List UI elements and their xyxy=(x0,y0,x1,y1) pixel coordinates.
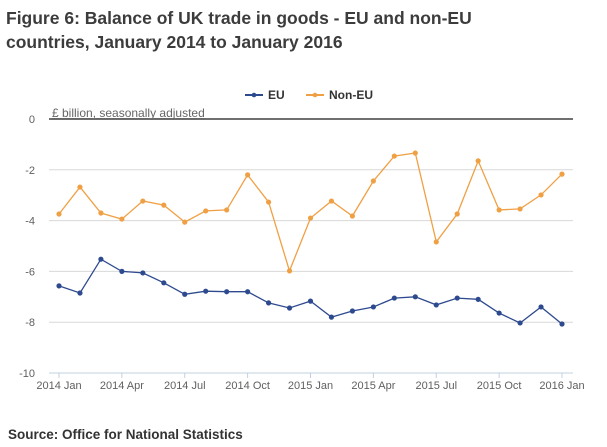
legend-eu-label: EU xyxy=(268,88,285,102)
data-point-eu[interactable] xyxy=(140,270,146,276)
x-tick-label: 2015 Apr xyxy=(351,380,395,392)
series-line-non-eu xyxy=(58,152,563,273)
legend-non-eu-marker-icon xyxy=(312,92,318,98)
data-point-eu[interactable] xyxy=(454,295,460,301)
data-point-eu[interactable] xyxy=(77,290,83,296)
y-axis-unit-label: £ billion, seasonally adjusted xyxy=(52,106,205,120)
chart-title: Figure 6: Balance of UK trade in goods -… xyxy=(6,6,566,54)
data-point-eu[interactable] xyxy=(538,304,544,310)
data-point-eu[interactable] xyxy=(391,295,397,301)
data-point-eu[interactable] xyxy=(119,268,125,274)
data-point-eu[interactable] xyxy=(559,321,565,327)
data-point-non-eu[interactable] xyxy=(182,219,188,225)
data-point-eu[interactable] xyxy=(517,320,523,326)
x-axis: 2014 Jan 2014 Apr 2014 Jul 2014 Oct 2015 Jan… xyxy=(36,372,585,392)
data-point-non-eu[interactable] xyxy=(265,199,272,205)
y-tick-label: -10 xyxy=(19,368,35,380)
line-chart: 0-2-4-6-8-10 2014 Jan 2014 Apr 2014 Jul 201… xyxy=(19,88,585,392)
x-tick-label: 2016 Jan xyxy=(539,380,584,392)
data-point-non-eu[interactable] xyxy=(349,213,356,219)
data-point-eu[interactable] xyxy=(412,294,418,300)
data-point-eu[interactable] xyxy=(370,304,376,310)
data-point-non-eu[interactable] xyxy=(328,198,335,204)
data-point-non-eu[interactable] xyxy=(203,208,209,214)
data-point-eu[interactable] xyxy=(203,288,209,294)
data-point-non-eu[interactable] xyxy=(454,211,460,217)
data-point-non-eu[interactable] xyxy=(559,171,565,177)
data-point-eu[interactable] xyxy=(182,291,188,297)
data-point-non-eu[interactable] xyxy=(433,239,439,245)
chart-title-line-1: Figure 6: Balance of UK trade in goods -… xyxy=(6,8,472,28)
data-point-eu[interactable] xyxy=(286,305,293,311)
data-point-non-eu[interactable] xyxy=(412,150,418,156)
data-point-eu[interactable] xyxy=(433,302,439,308)
data-point-eu[interactable] xyxy=(349,308,356,314)
data-point-eu[interactable] xyxy=(496,310,502,316)
data-point-non-eu[interactable] xyxy=(98,210,104,216)
series-line-eu xyxy=(58,258,563,325)
x-tick-label: 2014 Jul xyxy=(164,380,206,392)
legend: EU Non-EU xyxy=(245,88,373,102)
data-point-non-eu[interactable] xyxy=(538,192,544,198)
data-point-non-eu[interactable] xyxy=(496,207,502,213)
y-tick-label: -8 xyxy=(25,317,35,329)
data-point-eu[interactable] xyxy=(307,298,314,304)
data-point-non-eu[interactable] xyxy=(77,184,83,190)
data-point-eu[interactable] xyxy=(265,300,272,306)
x-tick-label: 2014 Oct xyxy=(225,380,270,392)
y-tick-label: 0 xyxy=(29,114,35,126)
data-point-non-eu[interactable] xyxy=(119,216,125,222)
legend-non-eu-label: Non-EU xyxy=(329,88,373,102)
data-point-non-eu[interactable] xyxy=(391,153,397,159)
data-point-non-eu[interactable] xyxy=(370,178,376,184)
legend-item-eu[interactable]: EU xyxy=(245,88,285,102)
x-tick-label: 2015 Jul xyxy=(415,380,457,392)
data-point-eu[interactable] xyxy=(161,280,167,286)
data-point-non-eu[interactable] xyxy=(307,215,314,221)
chart-title-line-2: countries, January 2014 to January 2016 xyxy=(6,32,343,52)
y-tick-label: -6 xyxy=(25,266,35,278)
data-point-eu[interactable] xyxy=(224,289,230,295)
x-tick-label: 2015 Jan xyxy=(288,380,333,392)
data-point-eu[interactable] xyxy=(56,283,62,289)
series-container xyxy=(56,150,565,327)
data-point-eu[interactable] xyxy=(245,289,251,295)
data-point-non-eu[interactable] xyxy=(245,172,251,178)
source-note: Source: Office for National Statistics xyxy=(8,427,243,442)
data-point-non-eu[interactable] xyxy=(161,202,167,208)
legend-eu-marker-icon xyxy=(251,92,257,98)
data-point-non-eu[interactable] xyxy=(224,207,230,213)
data-point-eu[interactable] xyxy=(475,296,481,302)
data-point-non-eu[interactable] xyxy=(517,206,523,212)
y-tick-label: -2 xyxy=(25,165,35,177)
y-tick-label: -4 xyxy=(25,216,35,228)
x-tick-label: 2014 Jan xyxy=(36,380,81,392)
data-point-non-eu[interactable] xyxy=(56,211,62,217)
data-point-non-eu[interactable] xyxy=(475,158,481,164)
data-point-eu[interactable] xyxy=(328,314,335,320)
x-tick-label: 2014 Apr xyxy=(100,380,144,392)
legend-item-non-eu[interactable]: Non-EU xyxy=(306,88,373,102)
y-axis-ticks: 0 -2 -4 -6 -8 -10 xyxy=(19,114,35,380)
data-point-non-eu[interactable] xyxy=(140,198,146,204)
series-eu xyxy=(56,256,565,327)
data-point-eu[interactable] xyxy=(98,256,104,262)
series-non-eu xyxy=(56,150,565,274)
x-tick-label: 2015 Oct xyxy=(477,380,522,392)
data-point-non-eu[interactable] xyxy=(286,268,293,274)
